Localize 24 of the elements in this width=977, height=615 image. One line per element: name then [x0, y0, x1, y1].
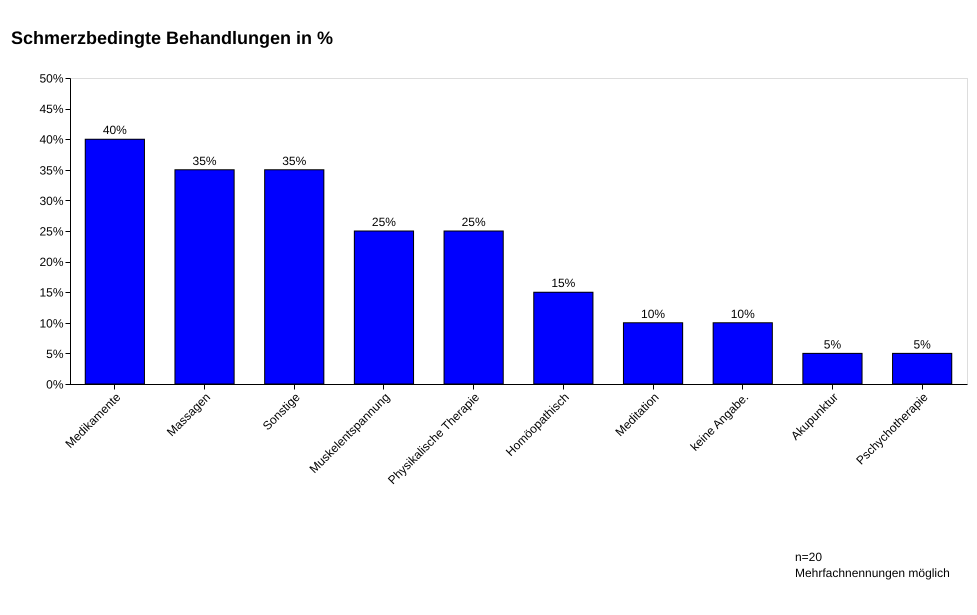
data-label: 25%: [372, 215, 396, 229]
y-tick-label: 50%: [39, 72, 64, 86]
data-label: 5%: [913, 337, 932, 352]
y-tick-label: 15%: [39, 286, 64, 300]
chart-title: Schmerzbedingte Behandlungen in %: [10, 28, 334, 48]
data-label: 40%: [102, 123, 128, 138]
data-label: 10%: [730, 306, 756, 321]
data-label: 25%: [462, 215, 486, 229]
y-tick-label: 25%: [39, 224, 64, 238]
y-tick-label: 0%: [46, 378, 64, 392]
text: n=20: [795, 550, 822, 564]
y-tick-label: 45%: [39, 102, 64, 116]
y-tick-label: 5%: [46, 346, 64, 361]
y-tick-label: 40%: [39, 132, 64, 147]
data-label: 10%: [641, 306, 666, 321]
y-tick-label: 10%: [39, 316, 64, 330]
data-label: 35%: [192, 154, 217, 168]
data-label: 35%: [282, 154, 307, 168]
data-label: 5%: [824, 337, 842, 352]
y-tick-label: 30%: [39, 194, 64, 208]
text: Mehrfachnennungen möglich: [795, 566, 950, 580]
y-tick-label: 35%: [39, 163, 64, 178]
data-label: 15%: [551, 276, 576, 290]
y-tick-label: 20%: [39, 255, 64, 270]
